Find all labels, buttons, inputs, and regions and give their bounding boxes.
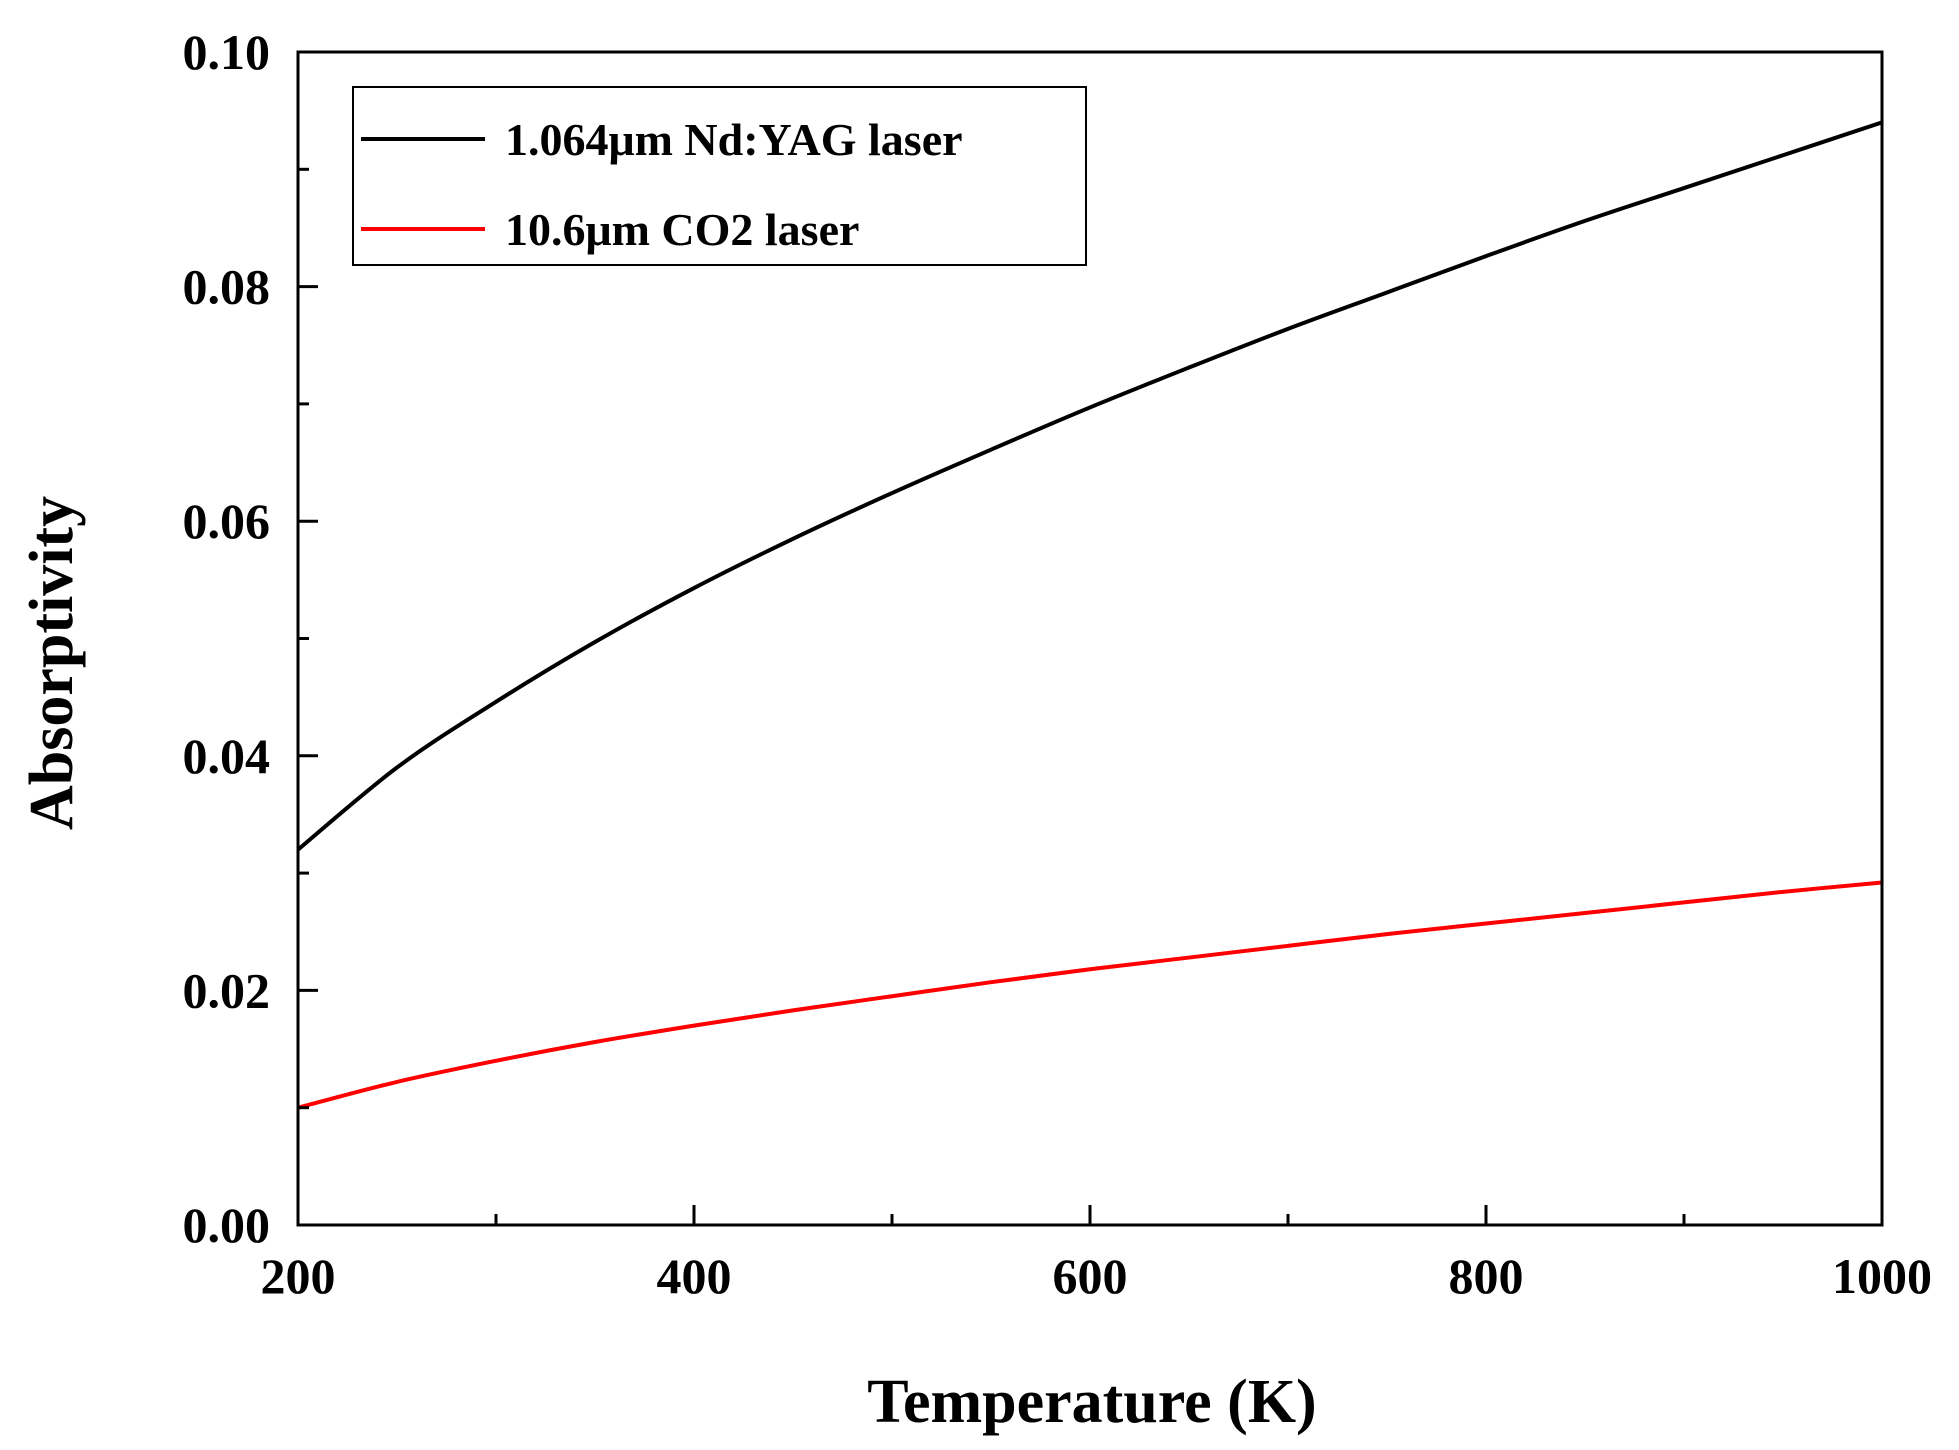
x-tick-label: 800 [1449, 1248, 1524, 1304]
x-axis-title: Temperature (K) [867, 1368, 1316, 1436]
x-tick-label: 200 [261, 1248, 336, 1304]
legend-label-co2: 10.6μm CO2 laser [505, 204, 859, 255]
x-tick-label: 600 [1053, 1248, 1128, 1304]
y-tick-label: 0.10 [183, 24, 271, 80]
series-line-co2 [297, 880, 1883, 1110]
y-tick-label: 0.02 [183, 962, 271, 1018]
axes-layer: 200 400 600 800 1000 0.00 0.02 0.04 0.06 0.08 0.10 [183, 24, 1933, 1304]
legend: 1.064μm Nd:YAG laser 10.6μm CO2 laser [352, 86, 1087, 266]
legend-label-nd-yag: 1.064μm Nd:YAG laser [505, 114, 963, 165]
y-tick-label: 0.06 [183, 493, 271, 549]
y-axis-title: Absorptivity [18, 496, 86, 830]
y-tick-label: 0.04 [183, 728, 271, 784]
x-tick-label: 1000 [1832, 1248, 1932, 1304]
y-tick-label: 0.00 [183, 1197, 271, 1253]
y-tick-label: 0.08 [183, 259, 271, 315]
legend-box [352, 86, 1087, 266]
x-tick-label: 400 [657, 1248, 732, 1304]
series-line-nd-yag [296, 120, 1883, 852]
series-layer [296, 120, 1883, 1110]
